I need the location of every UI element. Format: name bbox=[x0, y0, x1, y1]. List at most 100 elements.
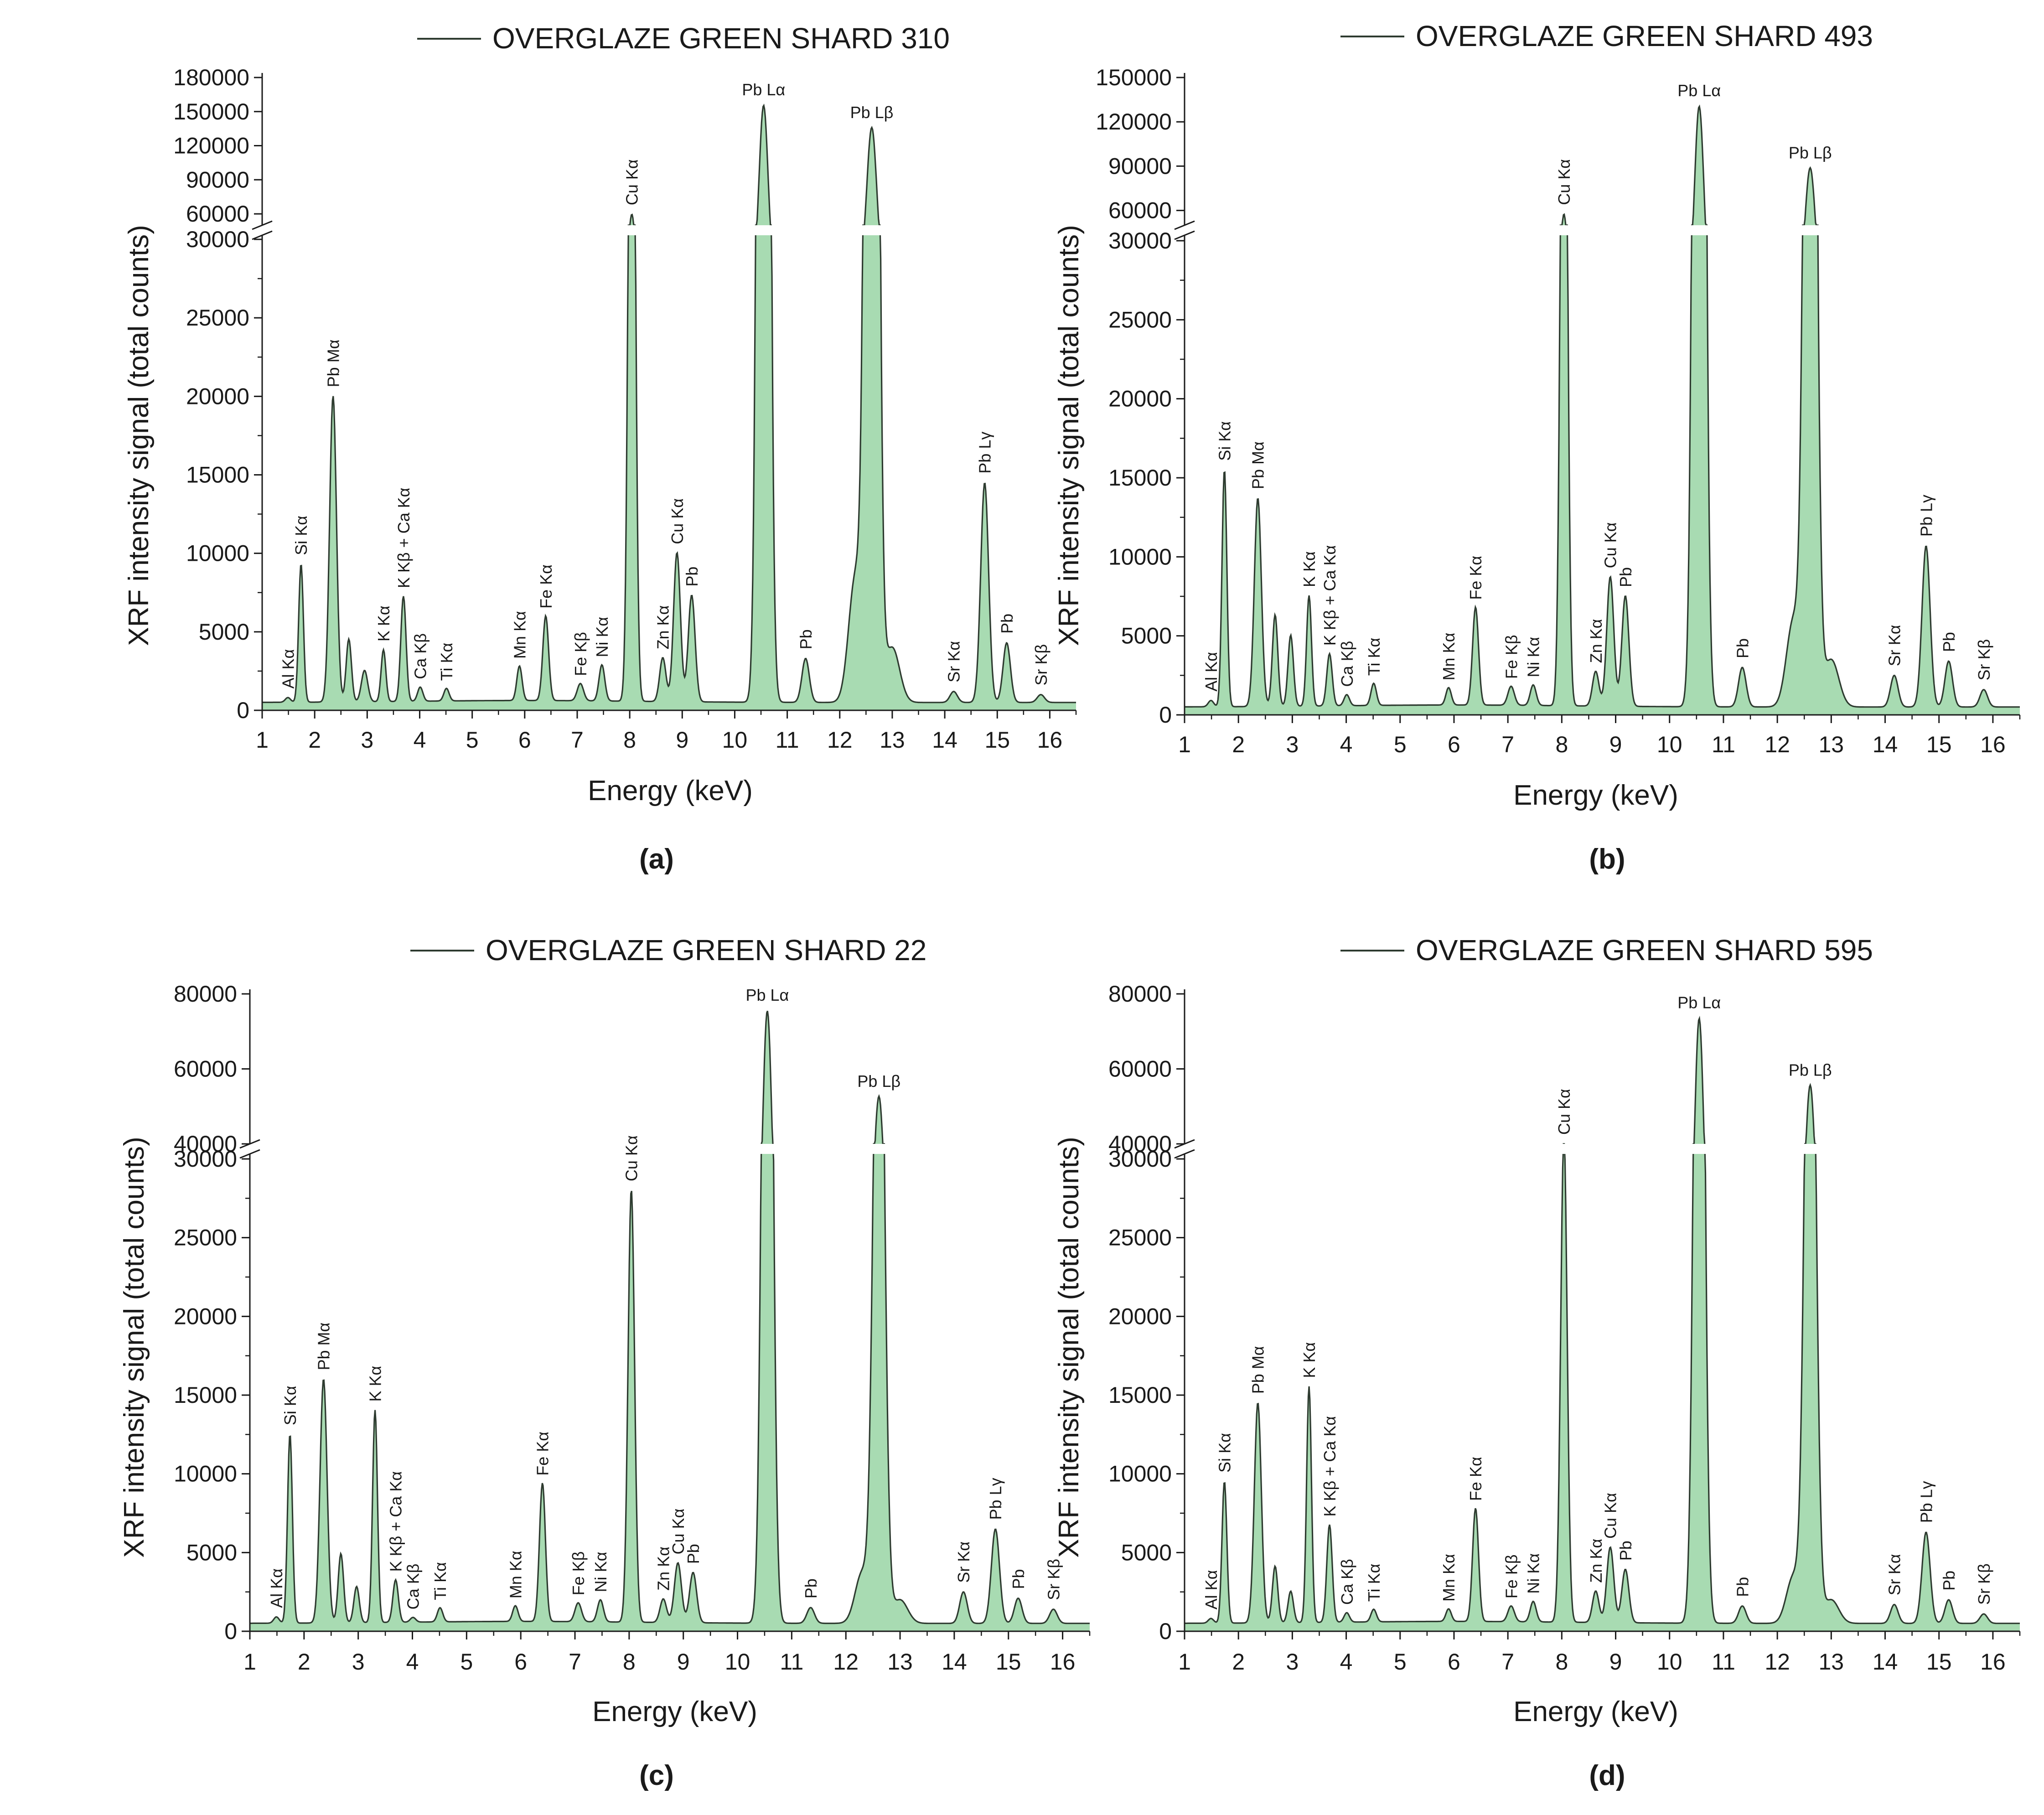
x-tick-label: 9 bbox=[676, 727, 688, 753]
peak-label: Ni Kα bbox=[593, 617, 611, 657]
x-tick-label: 16 bbox=[1980, 732, 2006, 757]
x-tick-label: 2 bbox=[298, 1649, 310, 1675]
peak-label: Pb Mα bbox=[324, 339, 343, 387]
panel-letter: (c) bbox=[639, 1760, 674, 1791]
peak-label: Pb Lγ bbox=[1917, 1481, 1935, 1523]
peak-label: Zn Kα bbox=[654, 605, 673, 650]
x-tick-label: 11 bbox=[1712, 732, 1735, 757]
peak-label: K Kα bbox=[374, 605, 393, 641]
y-tick-label: 80000 bbox=[174, 981, 237, 1007]
peak-label: Sr Kα bbox=[954, 1541, 973, 1583]
x-tick-label: 4 bbox=[1340, 1649, 1353, 1675]
y-tick-label: 0 bbox=[1159, 702, 1172, 728]
peak-label: Fe Kβ bbox=[571, 632, 590, 676]
x-tick-label: 11 bbox=[776, 727, 799, 753]
x-tick-label: 1 bbox=[1178, 1649, 1191, 1675]
y-tick-label: 180000 bbox=[173, 65, 249, 90]
x-tick-label: 9 bbox=[1609, 732, 1622, 757]
x-tick-label: 7 bbox=[1501, 1649, 1514, 1675]
x-tick-label: 15 bbox=[1926, 1649, 1952, 1675]
peak-label: Pb bbox=[1009, 1569, 1028, 1589]
x-tick-label: 2 bbox=[1232, 1649, 1245, 1675]
peak-label: Fe Kα bbox=[1466, 556, 1485, 600]
x-tick-label: 14 bbox=[942, 1649, 967, 1675]
x-tick-label: 5 bbox=[460, 1649, 473, 1675]
y-tick-label: 40000 bbox=[1108, 1131, 1172, 1157]
peak-label: Pb Lα bbox=[1677, 81, 1721, 100]
peak-label: K Kβ + Ca Kα bbox=[394, 488, 413, 589]
peak-label: Pb bbox=[1616, 567, 1635, 587]
x-tick-label: 5 bbox=[466, 727, 479, 753]
x-tick-label: 1 bbox=[256, 727, 269, 753]
x-axis-title: Energy (keV) bbox=[1513, 1696, 1678, 1727]
peak-label: Fe Kα bbox=[537, 564, 555, 609]
panel-letter: (d) bbox=[1589, 1760, 1625, 1791]
x-tick-label: 10 bbox=[1657, 732, 1682, 757]
spectrum-plot: 1 2 3 4 5 6 7 8 9 10 11 12 13 14 15 1605000100001500020… bbox=[1108, 981, 2021, 1675]
peak-label: Mn Kα bbox=[1439, 633, 1458, 681]
x-tick-label: 4 bbox=[406, 1649, 419, 1675]
panel-title: OVERGLAZE GREEN SHARD 493 bbox=[1416, 20, 1873, 52]
y-tick-label: 15000 bbox=[186, 462, 249, 488]
peak-label: Sr Kβ bbox=[1032, 644, 1050, 686]
x-tick-label: 4 bbox=[1340, 732, 1353, 757]
y-axis-title: XRF intensity signal (total counts) bbox=[123, 225, 155, 646]
axis-break-mark bbox=[1174, 230, 1195, 240]
spectrum-line bbox=[250, 1010, 1090, 1624]
y-tick-label: 25000 bbox=[186, 305, 249, 331]
x-tick-label: 9 bbox=[677, 1649, 690, 1675]
peak-label: Pb Lγ bbox=[986, 1478, 1005, 1520]
axis-break-mark bbox=[239, 1149, 260, 1159]
axis-break-band bbox=[250, 1144, 1090, 1154]
peak-label: Cu Kα bbox=[669, 1509, 688, 1555]
peak-label: Pb Lγ bbox=[1917, 495, 1935, 537]
y-tick-label: 60000 bbox=[174, 1056, 237, 1082]
x-tick-label: 12 bbox=[827, 727, 853, 753]
y-axis-title: XRF intensity signal (total counts) bbox=[119, 1137, 150, 1558]
peak-label: Cu Kα bbox=[1601, 522, 1620, 569]
axis-break-band bbox=[262, 225, 1076, 235]
y-tick-label: 0 bbox=[1159, 1619, 1172, 1644]
x-tick-label: 6 bbox=[514, 1649, 527, 1675]
x-tick-label: 3 bbox=[361, 727, 373, 753]
y-tick-label: 30000 bbox=[1108, 1146, 1172, 1172]
peak-label: Sr Kα bbox=[1885, 1554, 1904, 1595]
peak-label: Fe Kβ bbox=[1502, 1555, 1521, 1599]
axis-break-band bbox=[1185, 1144, 2020, 1154]
peak-label: Zn Kα bbox=[1587, 619, 1605, 663]
x-tick-label: 8 bbox=[623, 1649, 636, 1675]
y-tick-label: 15000 bbox=[174, 1382, 237, 1408]
y-tick-label: 10000 bbox=[174, 1461, 237, 1487]
panel-title: OVERGLAZE GREEN SHARD 22 bbox=[486, 934, 926, 967]
y-tick-label: 120000 bbox=[173, 133, 249, 159]
y-tick-label: 10000 bbox=[186, 541, 249, 566]
peak-label: Al Kα bbox=[267, 1568, 286, 1608]
peak-label: Pb Mα bbox=[1249, 441, 1268, 489]
panel-letter: (b) bbox=[1589, 843, 1625, 875]
y-tick-label: 120000 bbox=[1096, 109, 1172, 134]
y-tick-label: 20000 bbox=[174, 1303, 237, 1329]
axis-break-mark bbox=[1174, 220, 1195, 230]
peak-label: Pb bbox=[1733, 1577, 1752, 1597]
peak-label: Pb Lα bbox=[1677, 993, 1721, 1012]
x-tick-label: 5 bbox=[1394, 732, 1407, 757]
peak-label: Ca Kβ bbox=[1338, 641, 1356, 687]
peak-label: Ca Kβ bbox=[411, 633, 430, 679]
peak-label: Si Kα bbox=[1216, 1433, 1234, 1473]
peak-label: Cu Kα bbox=[668, 498, 687, 544]
spectrum-plot: 1 2 3 4 5 6 7 8 9 10 11 12 13 14 15 1605000100001500020… bbox=[1096, 65, 2021, 757]
axis-break-band bbox=[1185, 225, 2020, 235]
peak-label: Sr Kα bbox=[1885, 625, 1904, 666]
y-axis-title: XRF intensity signal (total counts) bbox=[1053, 1137, 1085, 1558]
peak-label: Ti Kα bbox=[1365, 638, 1383, 676]
x-tick-label: 15 bbox=[996, 1649, 1021, 1675]
peak-label: Fe Kβ bbox=[569, 1551, 588, 1596]
x-tick-label: 7 bbox=[571, 727, 584, 753]
x-tick-label: 1 bbox=[1178, 732, 1191, 757]
peak-label: Ti Kα bbox=[431, 1562, 450, 1600]
peak-label: Cu Kα bbox=[622, 1135, 641, 1181]
peak-label: Pb bbox=[998, 614, 1016, 634]
spectrum-fill bbox=[1185, 106, 2020, 715]
peak-label: Sr Kβ bbox=[1044, 1559, 1063, 1600]
x-tick-label: 8 bbox=[1555, 732, 1568, 757]
